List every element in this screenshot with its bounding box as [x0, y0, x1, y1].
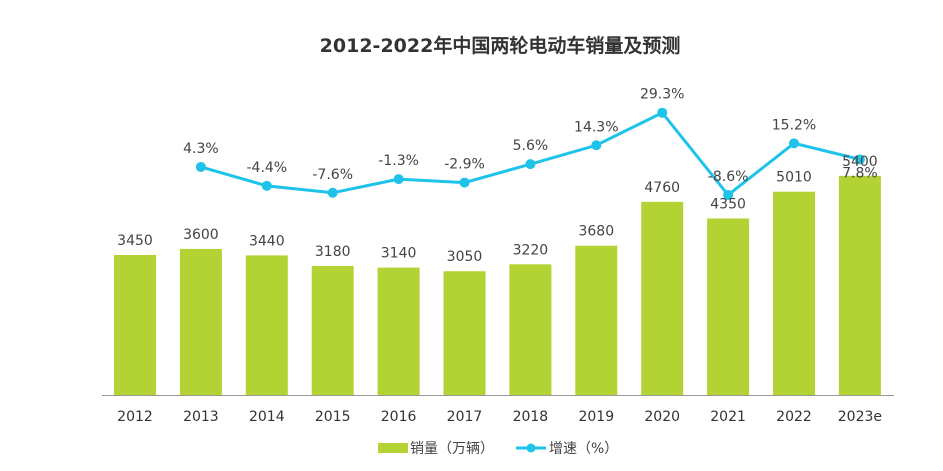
bar-2019 [575, 245, 618, 395]
bar-value-label: 3450 [117, 233, 153, 249]
x-tick-label: 2019 [578, 409, 614, 425]
growth-point-2015 [327, 187, 338, 198]
bar-value-label: 3680 [578, 224, 614, 240]
growth-point-2013 [195, 161, 206, 172]
chart-title: 2012-2022年中国两轮电动车销量及预测 [320, 34, 681, 57]
bar-value-label: 5400 [842, 154, 878, 170]
growth-point-2017 [459, 177, 470, 188]
growth-value-label: -8.6% [708, 169, 749, 185]
growth-point-2023e [854, 154, 865, 165]
x-tick-label: 2014 [249, 409, 285, 425]
bar-value-label: 4760 [644, 180, 680, 196]
growth-point-2021 [723, 189, 734, 200]
x-tick-label: 2020 [644, 409, 680, 425]
growth-value-label: 4.3% [183, 141, 219, 157]
x-tick-label: 2017 [447, 409, 483, 425]
bar-value-label: 4350 [710, 196, 746, 212]
growth-point-2016 [393, 174, 404, 185]
bar-value-label: 3220 [513, 242, 549, 258]
bar-value-label: 3180 [315, 244, 351, 260]
growth-value-label: 14.3% [574, 119, 618, 135]
legend-swatch-bar [378, 443, 408, 453]
x-tick-label: 2018 [513, 409, 549, 425]
growth-value-label: 7.8% [842, 165, 878, 181]
legend-label-bar: 销量（万辆） [410, 441, 494, 457]
growth-value-label: 5.6% [513, 138, 549, 154]
bar-2016 [377, 267, 420, 395]
growth-point-2020 [657, 107, 668, 118]
x-tick-label: 2015 [315, 409, 351, 425]
growth-value-label: -4.4% [246, 160, 287, 176]
bar-value-label: 3050 [447, 249, 483, 265]
bar-2014 [245, 255, 288, 395]
growth-value-label: -2.9% [444, 157, 485, 173]
bar-value-label: 3440 [249, 233, 285, 249]
growth-point-2014 [261, 180, 272, 191]
x-tick-label: 2023e [838, 409, 882, 425]
bar-2020 [641, 201, 684, 395]
x-tick-label: 2016 [381, 409, 417, 425]
growth-value-label: 15.2% [772, 117, 816, 133]
x-tick-label: 2013 [183, 409, 219, 425]
growth-point-2019 [591, 140, 602, 151]
growth-value-label: -1.3% [378, 153, 419, 169]
x-tick-label: 2012 [117, 409, 153, 425]
legend-label-line: 增速（%） [549, 441, 618, 457]
legend: 销量（万辆） 增速（%） [378, 441, 618, 457]
growth-point-2018 [525, 159, 536, 170]
bar-value-label: 3600 [183, 227, 219, 243]
bar-2015 [311, 265, 354, 395]
bar-value-label: 3140 [381, 246, 417, 262]
growth-value-label: 29.3% [640, 87, 684, 103]
bar-2021 [707, 218, 750, 395]
bar-2023e [838, 175, 881, 395]
bar-2012 [114, 254, 156, 395]
bar-value-label: 5010 [776, 170, 812, 186]
legend-swatch-dot [526, 443, 536, 453]
x-tick-label: 2022 [776, 409, 812, 425]
bar-2018 [509, 264, 552, 395]
x-tick-label: 2021 [710, 409, 746, 425]
bar-2013 [179, 248, 222, 395]
growth-point-2022 [789, 138, 799, 149]
bar-2022 [773, 191, 815, 395]
bar-2017 [443, 271, 486, 395]
growth-value-label: -7.6% [312, 167, 353, 183]
